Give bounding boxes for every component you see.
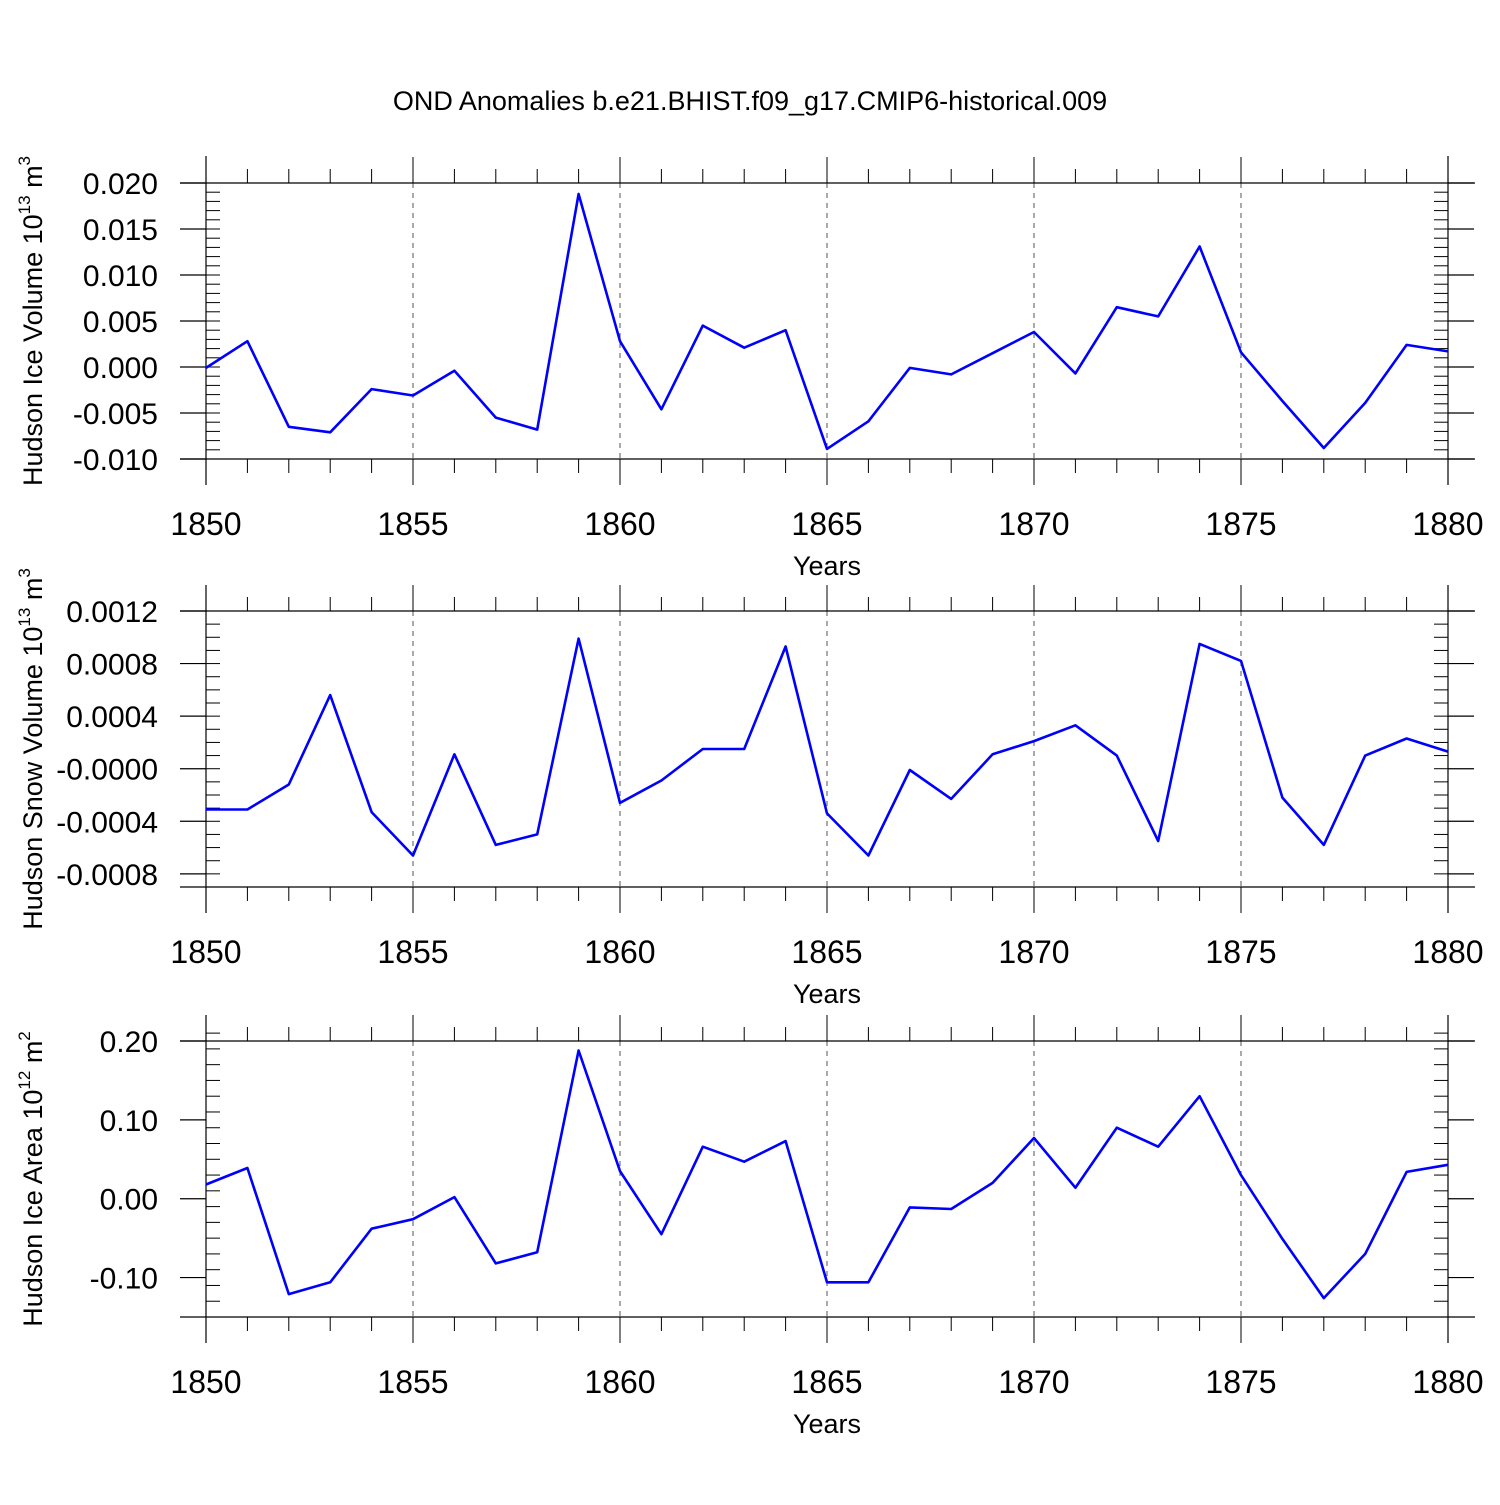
y-axis-label-unit: m: [18, 578, 48, 608]
y-tick-label: 0.0004: [66, 701, 158, 734]
y-axis-label-exponent: 13: [15, 195, 34, 214]
x-tick-label: 1865: [791, 934, 862, 970]
y-tick-label: 0.010: [83, 260, 158, 293]
x-tick-label: 1855: [377, 934, 448, 970]
y-tick-label: 0.0008: [66, 649, 158, 682]
y-tick-label: -0.0004: [56, 806, 158, 839]
figure-title: OND Anomalies b.e21.BHIST.f09_g17.CMIP6-…: [393, 86, 1107, 116]
x-tick-label: 1860: [584, 934, 655, 970]
y-axis-label-unit-exponent: 2: [15, 1031, 34, 1040]
y-tick-label: -0.10: [90, 1263, 158, 1296]
y-axis-label-text: Hudson Snow Volume 10: [18, 627, 48, 930]
y-axis-label: Hudson Ice Volume 1013 m3: [15, 156, 48, 486]
y-axis-label-unit: m: [18, 165, 48, 195]
y-tick-label: -0.0000: [56, 754, 158, 787]
x-tick-label: 1875: [1205, 934, 1276, 970]
panel-3: -0.10 0.00 0.10 0.20 1850 1855 1860 1865 1870 187…: [15, 1015, 1484, 1439]
y-tick-label: 0.005: [83, 306, 158, 339]
x-axis-label: Years: [793, 551, 861, 581]
y-tick-label: 0.0012: [66, 596, 158, 629]
x-tick-label: 1875: [1205, 506, 1276, 542]
x-tick-label: 1855: [377, 1364, 448, 1400]
y-tick-label: 0.020: [83, 168, 158, 201]
y-axis-label-text: Hudson Ice Area 10: [18, 1090, 48, 1327]
panel-1: -0.010 -0.005 0.000 0.005 0.010 0.015 0.020 185…: [15, 156, 1484, 581]
x-tick-label: 1880: [1412, 1364, 1483, 1400]
y-tick-label: 0.10: [100, 1105, 158, 1138]
y-tick-label: -0.005: [73, 398, 158, 431]
x-tick-label: 1855: [377, 506, 448, 542]
x-tick-label: 1865: [791, 1364, 862, 1400]
panel-2: -0.0008 -0.0004 -0.0000 0.0004 0.0008 0.0012 1…: [15, 568, 1484, 1009]
x-tick-label: 1850: [170, 1364, 241, 1400]
y-tick-label: 0.000: [83, 352, 158, 385]
y-axis-label-unit-exponent: 3: [15, 568, 34, 577]
y-tick-label: 0.015: [83, 214, 158, 247]
x-tick-label: 1880: [1412, 934, 1483, 970]
x-tick-label: 1860: [584, 506, 655, 542]
y-tick-label: -0.0008: [56, 859, 158, 892]
y-tick-label: 0.20: [100, 1026, 158, 1059]
y-axis-label-text: Hudson Ice Volume 10: [18, 214, 48, 486]
x-axis-label: Years: [793, 1409, 861, 1439]
x-tick-label: 1860: [584, 1364, 655, 1400]
y-axis-label: Hudson Ice Area 1012 m2: [15, 1031, 48, 1327]
y-axis-label-unit-exponent: 3: [15, 156, 34, 165]
x-tick-label: 1850: [170, 506, 241, 542]
x-tick-label: 1865: [791, 506, 862, 542]
x-tick-label: 1850: [170, 934, 241, 970]
x-axis-label: Years: [793, 979, 861, 1009]
y-tick-label: -0.010: [73, 444, 158, 477]
x-tick-label: 1870: [998, 506, 1069, 542]
x-tick-label: 1875: [1205, 1364, 1276, 1400]
y-axis-label-exponent: 13: [15, 608, 34, 627]
y-axis-label-exponent: 12: [15, 1071, 34, 1090]
y-axis-label-unit: m: [18, 1041, 48, 1071]
y-tick-label: 0.00: [100, 1184, 158, 1217]
x-tick-label: 1870: [998, 934, 1069, 970]
x-tick-label: 1880: [1412, 506, 1483, 542]
x-tick-label: 1870: [998, 1364, 1069, 1400]
y-axis-label: Hudson Snow Volume 1013 m3: [15, 568, 48, 930]
